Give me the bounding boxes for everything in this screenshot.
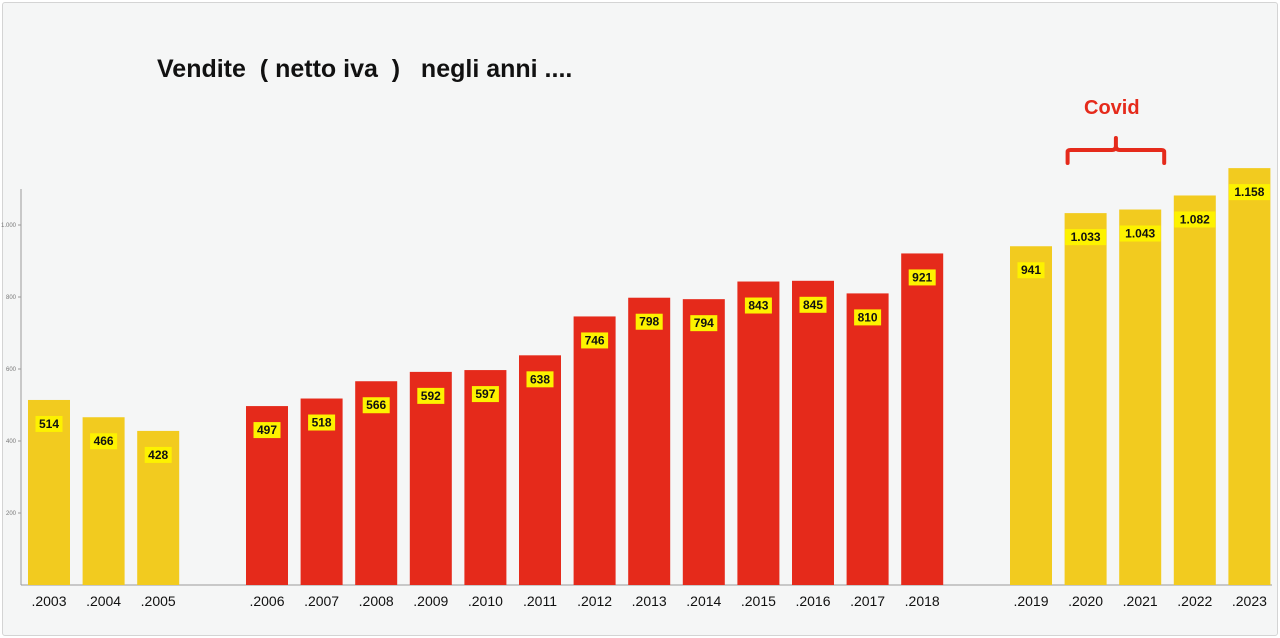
y-tick-label: 200: [6, 511, 17, 517]
data-label-background: [635, 313, 663, 330]
bar-2014: [682, 299, 725, 585]
covid-annotation: Covid: [1084, 97, 1140, 119]
x-category-label: .2018: [905, 593, 940, 609]
x-category-label: .2020: [1068, 593, 1103, 609]
data-label-background: [854, 309, 882, 326]
data-label: 592: [421, 389, 441, 403]
x-category-label: .2019: [1013, 593, 1048, 609]
data-label-background: [90, 433, 118, 450]
data-label-background: [526, 371, 554, 388]
bar-2020: [1064, 213, 1107, 585]
data-label-background: [690, 315, 718, 332]
x-category-label: .2012: [577, 593, 612, 609]
covid-bracket-shape: [1065, 136, 1167, 165]
data-label: 1.158: [1234, 185, 1264, 199]
data-label-background: [799, 296, 827, 313]
data-label: 798: [639, 315, 659, 329]
covid-bracket: [1065, 136, 1167, 165]
x-category-label: .2016: [795, 593, 830, 609]
bar-2010: [464, 370, 507, 585]
x-category-label: .2017: [850, 593, 885, 609]
x-category-label: .2010: [468, 593, 503, 609]
bar-2021: [1119, 209, 1162, 585]
data-label: 1.033: [1071, 230, 1101, 244]
x-category-label: .2013: [632, 593, 667, 609]
data-label: 638: [530, 372, 550, 386]
data-labels: 514 466 428 497 518 566 592 597 638 746 798 794 843 8…: [35, 184, 1270, 463]
x-category-label: .2022: [1177, 593, 1212, 609]
bar-2018: [901, 253, 944, 585]
y-tick-label: 800: [6, 295, 17, 301]
data-label-background: [1119, 225, 1161, 242]
data-label: 597: [475, 387, 495, 401]
x-category-label: .2011: [523, 593, 557, 609]
data-label: 843: [748, 299, 768, 313]
data-label-background: [308, 414, 336, 431]
data-label: 1.082: [1180, 212, 1210, 226]
chart-title: Vendite ( netto iva ) negli anni ....: [157, 55, 573, 83]
data-label-background: [1228, 184, 1270, 201]
data-label: 566: [366, 398, 386, 412]
bars: [28, 168, 1271, 586]
x-category-label: .2023: [1232, 593, 1267, 609]
x-category-label: .2005: [141, 593, 176, 609]
x-category-label: .2006: [249, 593, 284, 609]
data-label: 518: [312, 416, 332, 430]
data-label: 746: [585, 333, 605, 347]
bar-2012: [573, 316, 616, 585]
data-label: 921: [912, 270, 932, 284]
x-category-label: .2021: [1123, 593, 1158, 609]
x-category-label: .2015: [741, 593, 776, 609]
bar-2013: [628, 297, 671, 585]
data-label-background: [362, 397, 390, 414]
x-category-label: .2007: [304, 593, 339, 609]
x-category-label: .2009: [413, 593, 448, 609]
data-label-background: [253, 422, 281, 439]
data-label: 428: [148, 448, 168, 462]
data-label-background: [35, 415, 63, 432]
data-label-background: [908, 269, 936, 286]
bar-2019: [1010, 246, 1052, 586]
y-tick-label: 400: [6, 439, 17, 445]
data-label-background: [581, 332, 609, 349]
data-label-background: [1065, 229, 1107, 246]
data-label: 845: [803, 298, 823, 312]
bar-2009: [409, 371, 452, 585]
bar-2022: [1173, 195, 1216, 586]
bar-2015: [737, 281, 780, 585]
x-category-label: .2003: [31, 593, 66, 609]
data-label: 514: [39, 417, 59, 431]
y-tick-label: 600: [6, 367, 17, 373]
data-label-background: [1017, 262, 1045, 279]
data-label-background: [144, 446, 172, 463]
data-label-background: [1174, 211, 1216, 228]
bar-2016: [792, 280, 834, 585]
data-label: 1.043: [1125, 227, 1155, 241]
bar-2008: [355, 381, 398, 585]
data-label: 810: [858, 310, 878, 324]
x-category-label: .2004: [86, 593, 121, 609]
y-tick-label: 1.000: [1, 223, 17, 229]
data-label-background: [471, 386, 499, 403]
bar-2011: [519, 355, 561, 585]
data-label-background: [744, 297, 772, 314]
x-category-label: .2014: [686, 593, 721, 609]
bar-2023: [1228, 168, 1271, 585]
data-label: 466: [94, 434, 114, 448]
data-label: 794: [694, 316, 714, 330]
data-label-background: [417, 387, 445, 404]
x-category-label: .2008: [359, 593, 394, 609]
category-labels: .2003 .2004 .2005 .2006 .2007 .2008 .2009 .2010…: [31, 593, 1267, 609]
bar-2017: [846, 293, 889, 585]
data-label: 941: [1021, 263, 1041, 277]
data-label: 497: [257, 423, 277, 437]
